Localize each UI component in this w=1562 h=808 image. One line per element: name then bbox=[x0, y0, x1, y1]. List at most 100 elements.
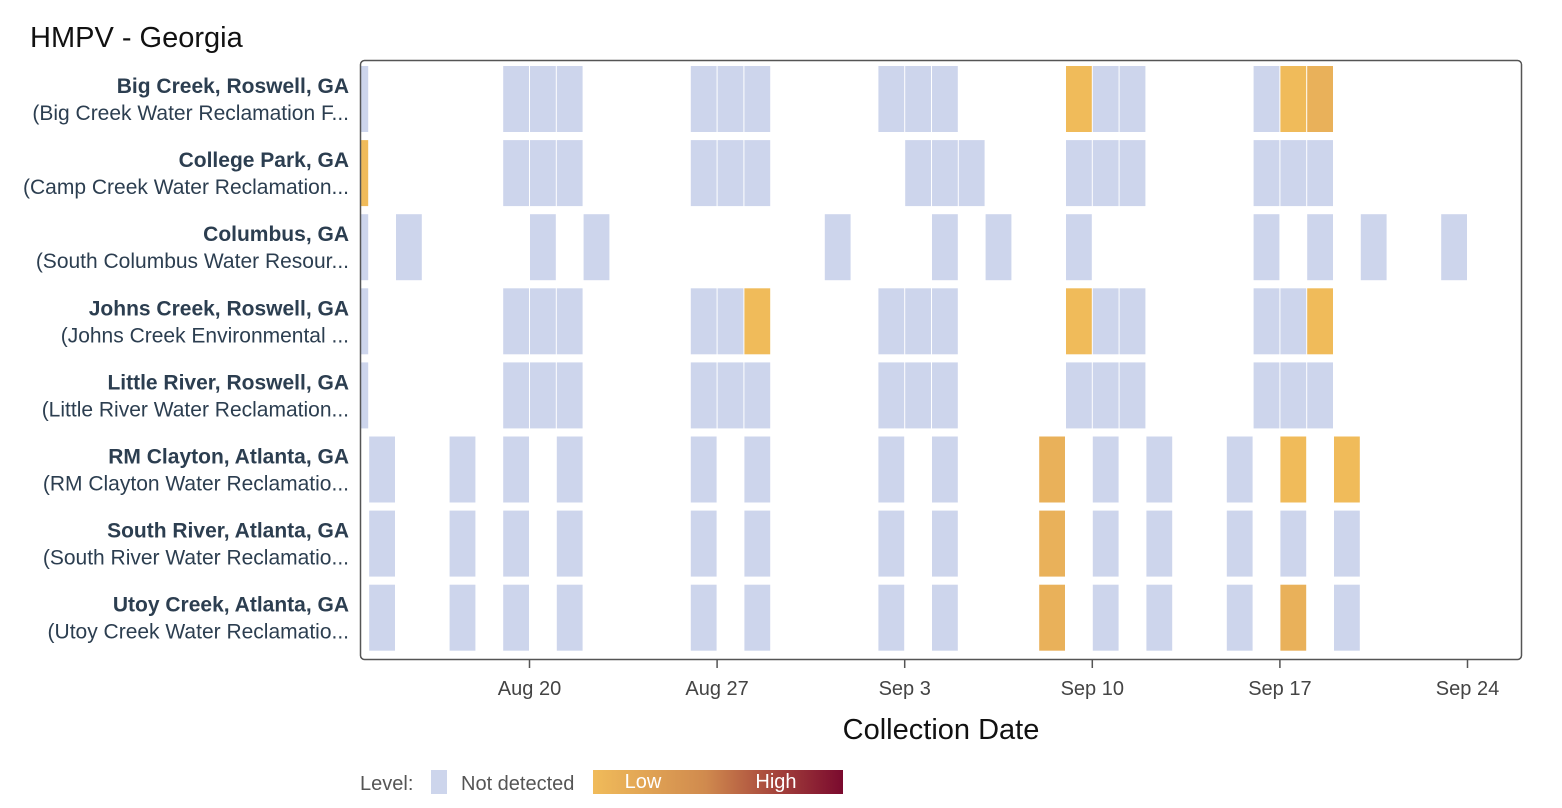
heatmap-cell[interactable] bbox=[342, 362, 369, 429]
heatmap-cell[interactable] bbox=[1307, 214, 1333, 281]
heatmap-cell[interactable] bbox=[583, 214, 610, 281]
heatmap-cell[interactable] bbox=[503, 436, 529, 503]
heatmap-cell[interactable] bbox=[342, 214, 369, 281]
heatmap-cell[interactable] bbox=[449, 436, 476, 503]
heatmap-cell[interactable] bbox=[530, 140, 556, 207]
heatmap-cell[interactable] bbox=[369, 436, 395, 503]
heatmap-cell[interactable] bbox=[369, 584, 395, 651]
heatmap-cell[interactable] bbox=[1253, 66, 1280, 132]
heatmap-cell[interactable] bbox=[1119, 362, 1146, 429]
heatmap-cell[interactable] bbox=[556, 66, 583, 132]
heatmap-cell[interactable] bbox=[1280, 510, 1307, 577]
heatmap-cell[interactable] bbox=[878, 362, 905, 429]
heatmap-cell[interactable] bbox=[1066, 288, 1092, 355]
heatmap-cell[interactable] bbox=[503, 510, 529, 577]
heatmap-cell[interactable] bbox=[1092, 362, 1119, 429]
heatmap-cell[interactable] bbox=[1146, 584, 1173, 651]
heatmap-cell[interactable] bbox=[1280, 140, 1307, 207]
heatmap-cell[interactable] bbox=[556, 140, 583, 207]
heatmap-cell[interactable] bbox=[1066, 214, 1092, 281]
heatmap-cell[interactable] bbox=[717, 140, 744, 207]
heatmap-cell[interactable] bbox=[503, 362, 529, 429]
heatmap-cell[interactable] bbox=[1039, 436, 1065, 503]
heatmap-cell[interactable] bbox=[690, 510, 717, 577]
heatmap-cell[interactable] bbox=[878, 288, 905, 355]
heatmap-cell[interactable] bbox=[717, 362, 744, 429]
heatmap-cell[interactable] bbox=[878, 66, 905, 132]
heatmap-cell[interactable] bbox=[878, 584, 905, 651]
heatmap-cell[interactable] bbox=[530, 66, 556, 132]
heatmap-cell[interactable] bbox=[1307, 140, 1333, 207]
heatmap-cell[interactable] bbox=[905, 140, 931, 207]
heatmap-cell[interactable] bbox=[1253, 140, 1280, 207]
heatmap-cell[interactable] bbox=[1119, 140, 1146, 207]
heatmap-cell[interactable] bbox=[717, 288, 744, 355]
heatmap-cell[interactable] bbox=[396, 214, 422, 281]
heatmap-cell[interactable] bbox=[530, 362, 556, 429]
heatmap-cell[interactable] bbox=[744, 436, 771, 503]
heatmap-cell[interactable] bbox=[1280, 436, 1307, 503]
heatmap-cell[interactable] bbox=[717, 66, 744, 132]
heatmap-cell[interactable] bbox=[530, 288, 556, 355]
heatmap-cell[interactable] bbox=[1092, 288, 1119, 355]
heatmap-cell[interactable] bbox=[1146, 436, 1173, 503]
heatmap-cell[interactable] bbox=[1092, 66, 1119, 132]
heatmap-cell[interactable] bbox=[1280, 584, 1307, 651]
heatmap-cell[interactable] bbox=[503, 584, 529, 651]
heatmap-cell[interactable] bbox=[1334, 584, 1360, 651]
heatmap-cell[interactable] bbox=[932, 214, 958, 281]
heatmap-cell[interactable] bbox=[1119, 288, 1146, 355]
heatmap-cell[interactable] bbox=[1253, 214, 1280, 281]
heatmap-cell[interactable] bbox=[503, 140, 529, 207]
heatmap-cell[interactable] bbox=[932, 362, 958, 429]
heatmap-cell[interactable] bbox=[932, 66, 958, 132]
heatmap-cell[interactable] bbox=[690, 584, 717, 651]
heatmap-cell[interactable] bbox=[530, 214, 556, 281]
heatmap-cell[interactable] bbox=[449, 510, 476, 577]
heatmap-cell[interactable] bbox=[1280, 66, 1307, 132]
heatmap-cell[interactable] bbox=[905, 362, 931, 429]
heatmap-cell[interactable] bbox=[556, 436, 583, 503]
heatmap-cell[interactable] bbox=[985, 214, 1012, 281]
heatmap-cell[interactable] bbox=[1066, 362, 1092, 429]
heatmap-cell[interactable] bbox=[1280, 288, 1307, 355]
heatmap-cell[interactable] bbox=[556, 362, 583, 429]
heatmap-cell[interactable] bbox=[690, 362, 717, 429]
heatmap-cell[interactable] bbox=[744, 66, 771, 132]
heatmap-cell[interactable] bbox=[932, 140, 958, 207]
heatmap-cell[interactable] bbox=[878, 436, 905, 503]
heatmap-cell[interactable] bbox=[503, 66, 529, 132]
heatmap-cell[interactable] bbox=[1039, 510, 1065, 577]
heatmap-cell[interactable] bbox=[744, 510, 771, 577]
heatmap-cell[interactable] bbox=[556, 584, 583, 651]
heatmap-cell[interactable] bbox=[905, 288, 931, 355]
heatmap-cell[interactable] bbox=[342, 140, 369, 207]
heatmap-cell[interactable] bbox=[1334, 436, 1360, 503]
heatmap-cell[interactable] bbox=[824, 214, 851, 281]
heatmap-cell[interactable] bbox=[1066, 66, 1092, 132]
heatmap-cell[interactable] bbox=[1092, 510, 1119, 577]
heatmap-cell[interactable] bbox=[1307, 66, 1333, 132]
heatmap-cell[interactable] bbox=[932, 510, 958, 577]
heatmap-cell[interactable] bbox=[905, 66, 931, 132]
heatmap-cell[interactable] bbox=[556, 288, 583, 355]
heatmap-cell[interactable] bbox=[690, 140, 717, 207]
heatmap-cell[interactable] bbox=[690, 66, 717, 132]
heatmap-cell[interactable] bbox=[744, 584, 771, 651]
heatmap-cell[interactable] bbox=[1039, 584, 1065, 651]
heatmap-cell[interactable] bbox=[1441, 214, 1467, 281]
heatmap-cell[interactable] bbox=[932, 288, 958, 355]
heatmap-cell[interactable] bbox=[449, 584, 476, 651]
heatmap-cell[interactable] bbox=[1226, 436, 1253, 503]
heatmap-cell[interactable] bbox=[1226, 510, 1253, 577]
heatmap-cell[interactable] bbox=[690, 436, 717, 503]
heatmap-cell[interactable] bbox=[1092, 140, 1119, 207]
heatmap-cell[interactable] bbox=[878, 510, 905, 577]
heatmap-cell[interactable] bbox=[1146, 510, 1173, 577]
heatmap-cell[interactable] bbox=[1066, 140, 1092, 207]
heatmap-cell[interactable] bbox=[1280, 362, 1307, 429]
heatmap-cell[interactable] bbox=[744, 288, 771, 355]
heatmap-cell[interactable] bbox=[1092, 436, 1119, 503]
heatmap-cell[interactable] bbox=[1360, 214, 1387, 281]
heatmap-cell[interactable] bbox=[958, 140, 985, 207]
